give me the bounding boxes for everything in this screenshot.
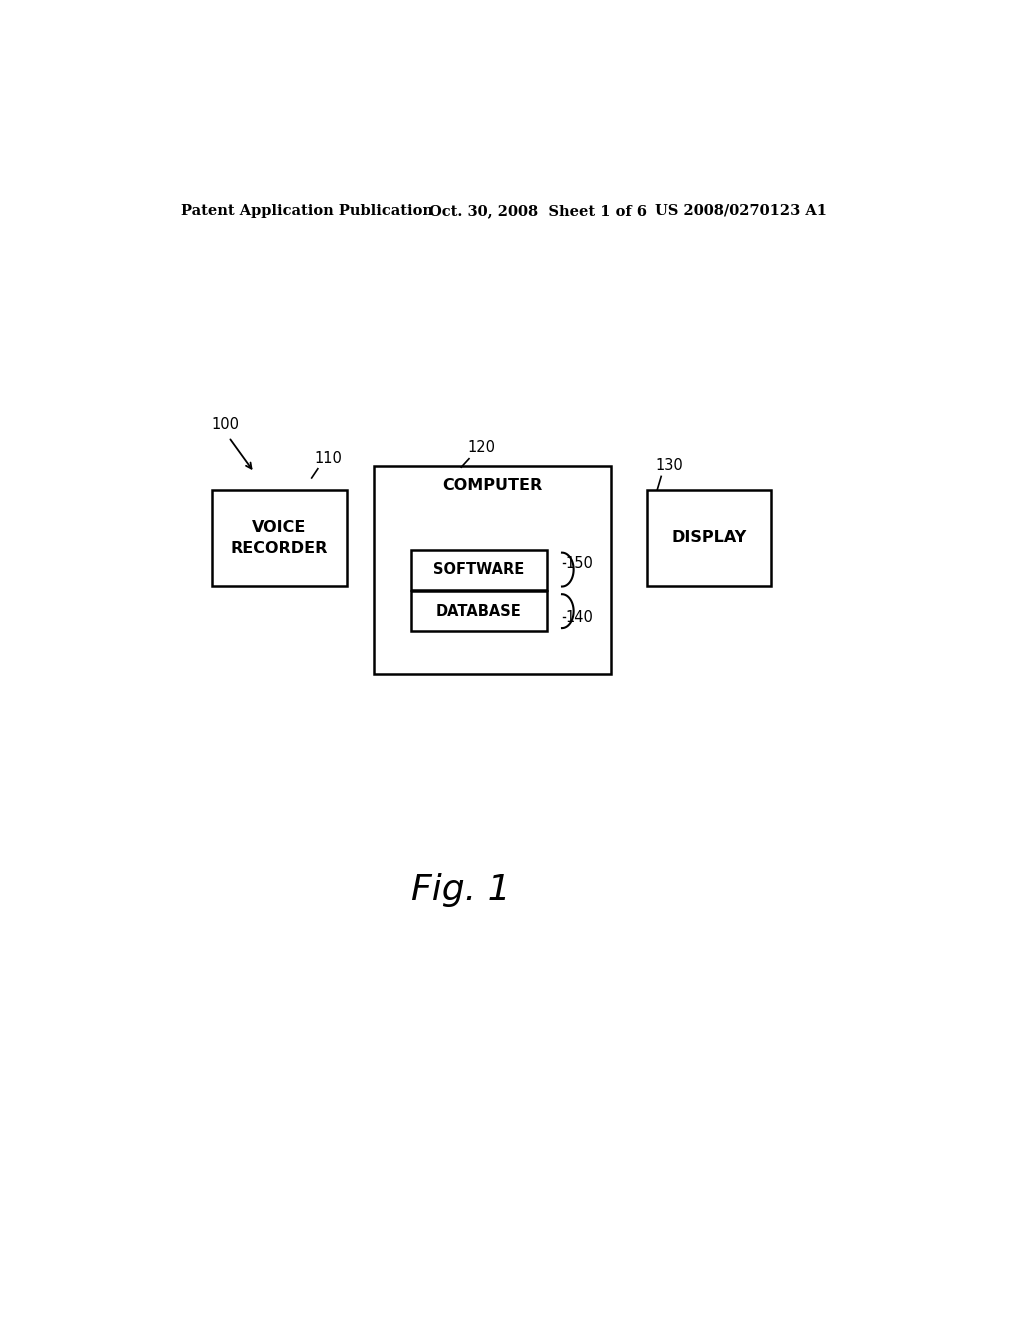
Bar [375,466,611,675]
Text: SOFTWARE: SOFTWARE [433,562,524,577]
Bar [411,591,547,631]
Text: 100: 100 [212,417,240,432]
Text: VOICE
RECORDER: VOICE RECORDER [230,520,329,556]
Bar [647,490,771,586]
Bar [411,549,547,590]
Text: COMPUTER: COMPUTER [442,478,543,494]
Text: Fig. 1: Fig. 1 [412,873,511,907]
Text: 110: 110 [314,451,342,466]
Text: 150: 150 [566,556,594,572]
Text: DATABASE: DATABASE [436,603,521,619]
Bar [212,490,347,586]
Text: US 2008/0270123 A1: US 2008/0270123 A1 [655,203,827,218]
Text: DISPLAY: DISPLAY [672,531,746,545]
Text: 140: 140 [566,610,594,624]
Text: 130: 130 [655,458,683,473]
Text: Patent Application Publication: Patent Application Publication [180,203,433,218]
Text: 120: 120 [467,440,496,455]
Text: Oct. 30, 2008  Sheet 1 of 6: Oct. 30, 2008 Sheet 1 of 6 [429,203,647,218]
